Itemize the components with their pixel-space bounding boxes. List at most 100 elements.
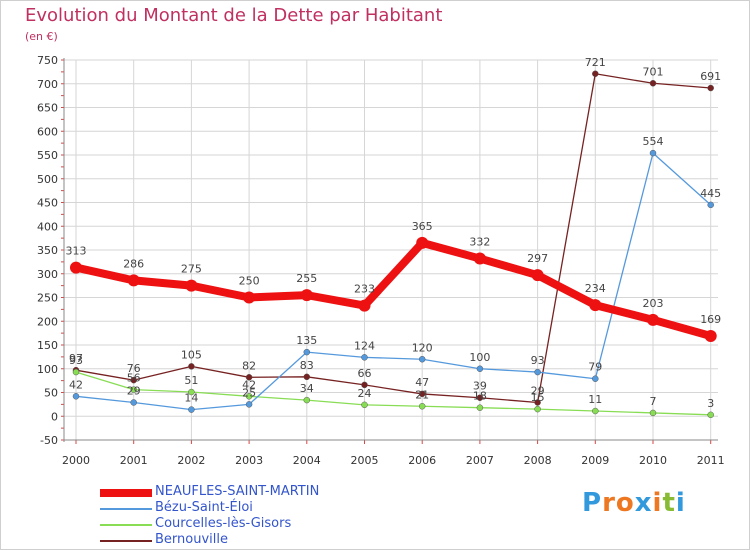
legend-label: Courcelles-lès-Gisors	[155, 516, 292, 531]
y-tick-label: 500	[37, 173, 58, 186]
series-line	[75, 73, 712, 404]
data-label: 14	[184, 392, 198, 405]
x-tick-label: 2009	[581, 454, 609, 467]
data-label: 701	[643, 65, 664, 78]
data-label: 124	[354, 339, 375, 352]
logo-letter: i	[652, 488, 663, 518]
data-point	[418, 403, 426, 410]
y-tick-label: 50	[44, 387, 58, 400]
data-point	[418, 356, 426, 363]
data-label: 79	[588, 361, 602, 374]
y-tick-label: 100	[37, 363, 58, 376]
data-point	[358, 299, 371, 312]
data-point	[592, 407, 599, 415]
data-label: 135	[296, 334, 317, 347]
y-tick-label: 250	[37, 292, 58, 305]
data-point	[72, 393, 80, 400]
y-tick-label: -50	[40, 434, 58, 447]
x-tick-label: 2010	[639, 454, 667, 467]
data-point	[592, 70, 599, 78]
data-label: 3	[707, 397, 714, 410]
data-point	[245, 374, 253, 381]
y-tick-label: 200	[37, 315, 58, 328]
y-tick-label: 450	[37, 197, 58, 210]
data-point	[361, 401, 368, 409]
data-point	[245, 401, 253, 408]
data-label: 105	[181, 348, 202, 361]
x-tick-label: 2001	[120, 454, 148, 467]
data-label: 233	[354, 283, 375, 296]
logo-letter: i	[675, 488, 686, 518]
data-label: 83	[300, 359, 314, 372]
data-point	[592, 375, 599, 382]
data-point	[361, 381, 368, 389]
legend-swatch	[100, 489, 152, 497]
legend-item: Bernouville	[100, 532, 360, 549]
data-label: 51	[184, 374, 198, 387]
data-point	[303, 348, 311, 356]
legend-swatch	[100, 540, 152, 542]
data-label: 100	[469, 351, 490, 364]
y-tick-label: 350	[37, 244, 58, 257]
data-point	[243, 291, 256, 304]
data-label: 42	[69, 378, 83, 391]
data-point	[476, 394, 484, 401]
data-point	[473, 252, 486, 265]
legend-swatch	[100, 524, 152, 526]
data-point	[649, 409, 657, 417]
data-point	[589, 299, 602, 312]
x-tick-label: 2007	[466, 454, 494, 467]
logo-letter: o	[615, 488, 635, 518]
legend-item: Courcelles-lès-Gisors	[100, 516, 360, 533]
y-tick-label: 300	[37, 268, 58, 281]
data-point	[130, 376, 137, 384]
axes: -50 0 50 100 150 200 250 300 350 400 450 500 550 600 6…	[37, 54, 725, 467]
data-point	[72, 368, 80, 376]
chart-title: Evolution du Montant de la Dette par Hab…	[25, 5, 443, 26]
data-label: 29	[531, 384, 545, 397]
data-point	[649, 80, 657, 87]
data-point	[245, 393, 253, 400]
data-label: 18	[473, 390, 487, 403]
data-label: 297	[527, 252, 548, 265]
x-tick-label: 2004	[293, 454, 321, 467]
data-label: 24	[358, 387, 372, 400]
data-label: 15	[531, 391, 545, 404]
series-lines	[70, 70, 717, 419]
data-label: 691	[700, 70, 721, 83]
data-point	[476, 404, 484, 411]
data-point	[418, 390, 426, 398]
legend-label: Bernouville	[155, 532, 228, 547]
y-tick-label: 400	[37, 220, 58, 233]
data-label: 365	[412, 220, 433, 233]
data-label: 42	[242, 378, 256, 391]
data-label: 286	[123, 257, 144, 270]
data-label: 25	[242, 386, 256, 399]
logo-letter: x	[634, 488, 653, 518]
data-point	[188, 406, 195, 413]
x-tick-label: 2005	[351, 454, 379, 467]
data-label: 7	[650, 395, 657, 408]
data-label: 93	[69, 354, 83, 367]
data-point	[361, 354, 368, 361]
y-tick-label: 750	[37, 54, 58, 67]
data-label: 332	[469, 236, 490, 249]
data-point	[534, 368, 541, 376]
data-label: 255	[296, 272, 317, 285]
data-point	[130, 386, 137, 393]
data-point	[704, 329, 717, 342]
logo-letter: t	[662, 488, 676, 518]
data-point	[70, 261, 82, 274]
data-point	[534, 405, 541, 413]
x-tick-label: 2008	[524, 454, 552, 467]
legend-label: NEAUFLES-SAINT-MARTIN	[155, 484, 320, 499]
data-label: 554	[643, 135, 664, 148]
data-label: 82	[242, 359, 256, 372]
data-point	[534, 399, 541, 406]
data-point	[303, 373, 311, 381]
data-label: 76	[127, 362, 141, 375]
series-line	[75, 152, 712, 411]
data-point	[476, 365, 484, 372]
data-label: 47	[415, 376, 429, 389]
